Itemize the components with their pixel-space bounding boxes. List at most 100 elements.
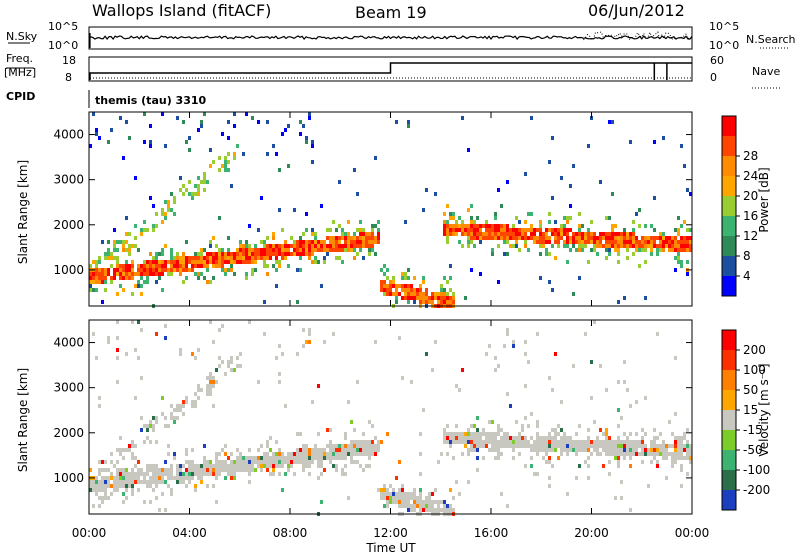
power-cell bbox=[332, 240, 335, 244]
power-cell bbox=[368, 248, 371, 252]
power-cell bbox=[620, 244, 623, 248]
power-cell bbox=[359, 220, 362, 224]
velocity-cell bbox=[209, 388, 212, 392]
power-cell bbox=[356, 244, 359, 248]
velocity-cell bbox=[239, 460, 242, 464]
power-cell bbox=[218, 216, 221, 220]
power-cell bbox=[470, 268, 473, 272]
power-cell bbox=[350, 240, 353, 244]
power-cell bbox=[329, 240, 332, 244]
power-cell bbox=[404, 292, 407, 296]
velocity-cell bbox=[248, 460, 251, 464]
velocity-cell bbox=[119, 468, 122, 472]
velocity-cell bbox=[572, 364, 575, 368]
power-cell bbox=[278, 260, 281, 264]
power-cell bbox=[542, 240, 545, 244]
velocity-cell bbox=[275, 440, 278, 444]
velocity-cell bbox=[287, 452, 290, 456]
power-cell bbox=[122, 276, 125, 280]
power-cell bbox=[305, 240, 308, 244]
velocity-cell bbox=[593, 448, 596, 452]
power-cell bbox=[227, 268, 230, 272]
power-cell bbox=[392, 280, 395, 284]
velocity-cell bbox=[491, 448, 494, 452]
power-cell bbox=[203, 180, 206, 184]
velocity-cell bbox=[98, 460, 101, 464]
velocity-cell bbox=[530, 448, 533, 452]
velocity-cell bbox=[239, 364, 242, 368]
velocity-cell bbox=[269, 436, 272, 440]
velocity-cell bbox=[383, 492, 386, 496]
power-cell bbox=[494, 212, 497, 216]
velocity-cell bbox=[122, 456, 125, 460]
power-cell bbox=[572, 240, 575, 244]
velocity-cell bbox=[452, 496, 455, 500]
velocity-cell bbox=[446, 436, 449, 440]
velocity-cell bbox=[101, 496, 104, 500]
power-cell bbox=[161, 112, 164, 116]
power-cell bbox=[377, 236, 380, 240]
velocity-cell bbox=[458, 432, 461, 436]
velocity-cell bbox=[473, 432, 476, 436]
power-cell bbox=[599, 232, 602, 236]
power-cell bbox=[326, 248, 329, 252]
power-cell bbox=[242, 152, 245, 156]
power-cell bbox=[410, 292, 413, 296]
velocity-cell bbox=[248, 448, 251, 452]
power-cell bbox=[557, 236, 560, 240]
velocity-cell bbox=[425, 500, 428, 504]
power-cell bbox=[224, 272, 227, 276]
power-cell bbox=[533, 232, 536, 236]
velocity-cell bbox=[101, 468, 104, 472]
velocity-cell bbox=[464, 440, 467, 444]
power-cell bbox=[488, 232, 491, 236]
velocity-cell bbox=[653, 436, 656, 440]
power-cell bbox=[209, 148, 212, 152]
power-cell bbox=[434, 192, 437, 196]
velocity-cell bbox=[626, 444, 629, 448]
power-cell bbox=[149, 268, 152, 272]
velocity-cell bbox=[542, 444, 545, 448]
velocity-cell bbox=[602, 444, 605, 448]
station-title: Wallops Island (fitACF) bbox=[92, 1, 271, 20]
velocity-cell bbox=[305, 340, 308, 344]
power-cell bbox=[131, 276, 134, 280]
velocity-cell bbox=[353, 444, 356, 448]
velocity-cell bbox=[548, 440, 551, 444]
velocity-cell bbox=[95, 356, 98, 360]
power-cell bbox=[335, 240, 338, 244]
velocity-cell bbox=[659, 448, 662, 452]
velocity-cell bbox=[344, 436, 347, 440]
power-cell bbox=[449, 216, 452, 220]
power-cell bbox=[287, 248, 290, 252]
velocity-cell bbox=[176, 468, 179, 472]
power-cell bbox=[209, 164, 212, 168]
velocity-cell bbox=[185, 452, 188, 456]
velocity-cell bbox=[536, 332, 539, 336]
power-cell bbox=[119, 268, 122, 272]
power-cell bbox=[143, 228, 146, 232]
velocity-cell bbox=[653, 456, 656, 460]
power-cell bbox=[95, 268, 98, 272]
velocity-cell bbox=[446, 424, 449, 428]
velocity-cell bbox=[158, 480, 161, 484]
velocity-cell bbox=[164, 324, 167, 328]
power-cell bbox=[350, 244, 353, 248]
power-cell bbox=[302, 232, 305, 236]
velocity-cell bbox=[302, 452, 305, 456]
velocity-cell bbox=[311, 456, 314, 460]
velocity-cell bbox=[620, 480, 623, 484]
velocity-cell bbox=[530, 456, 533, 460]
velocity-cell bbox=[410, 492, 413, 496]
power-cell bbox=[125, 268, 128, 272]
velocity-cell bbox=[605, 428, 608, 432]
power-cell bbox=[179, 260, 182, 264]
velocity-cell bbox=[230, 464, 233, 468]
velocity-cell bbox=[500, 436, 503, 440]
velocity-cell bbox=[398, 496, 401, 500]
power-cell bbox=[671, 240, 674, 244]
velocity-cell bbox=[137, 476, 140, 480]
power-cell bbox=[245, 244, 248, 248]
velocity-cell bbox=[560, 428, 563, 432]
velocity-cell bbox=[314, 448, 317, 452]
